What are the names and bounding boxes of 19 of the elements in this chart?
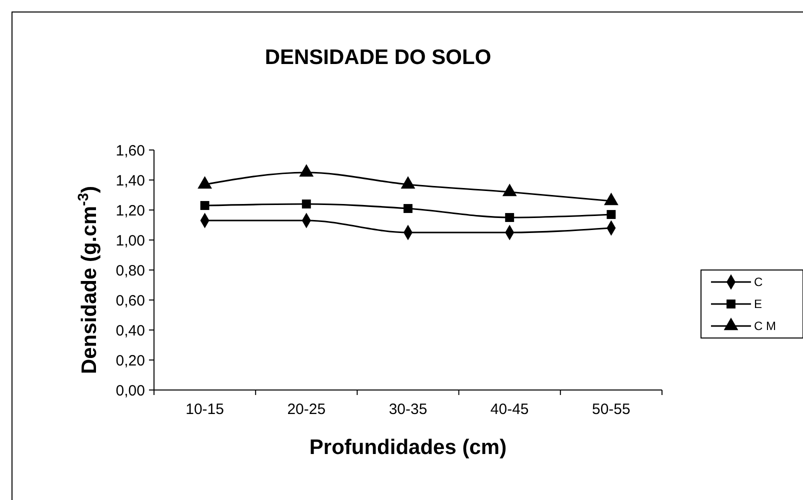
- x-axis-title: Profundidades (cm): [309, 436, 507, 459]
- legend-label: E: [754, 297, 762, 312]
- y-tick-label: 1,40: [116, 172, 145, 190]
- x-tick-label: 30-35: [388, 401, 428, 418]
- y-tick-label: 0,40: [116, 322, 145, 340]
- legend-label: C: [754, 275, 763, 290]
- y-tick-label: 1,20: [116, 202, 145, 220]
- y-tick-label: 0,20: [116, 352, 145, 370]
- y-tick-label: 0,60: [116, 292, 145, 310]
- y-tick-label: 0,80: [116, 262, 145, 280]
- y-tick-label: 1,00: [116, 232, 145, 250]
- x-tick-label: 50-55: [592, 401, 630, 418]
- y-tick-label: 1,60: [116, 142, 145, 160]
- y-tick-label: 0,00: [116, 382, 145, 400]
- legend-label: C M: [754, 319, 776, 334]
- chart-title: DENSIDADE DO SOLO: [264, 46, 492, 69]
- x-tick-label: 10-15: [186, 401, 224, 418]
- x-tick-label: 20-25: [287, 401, 326, 418]
- x-tick-label: 40-45: [490, 401, 529, 418]
